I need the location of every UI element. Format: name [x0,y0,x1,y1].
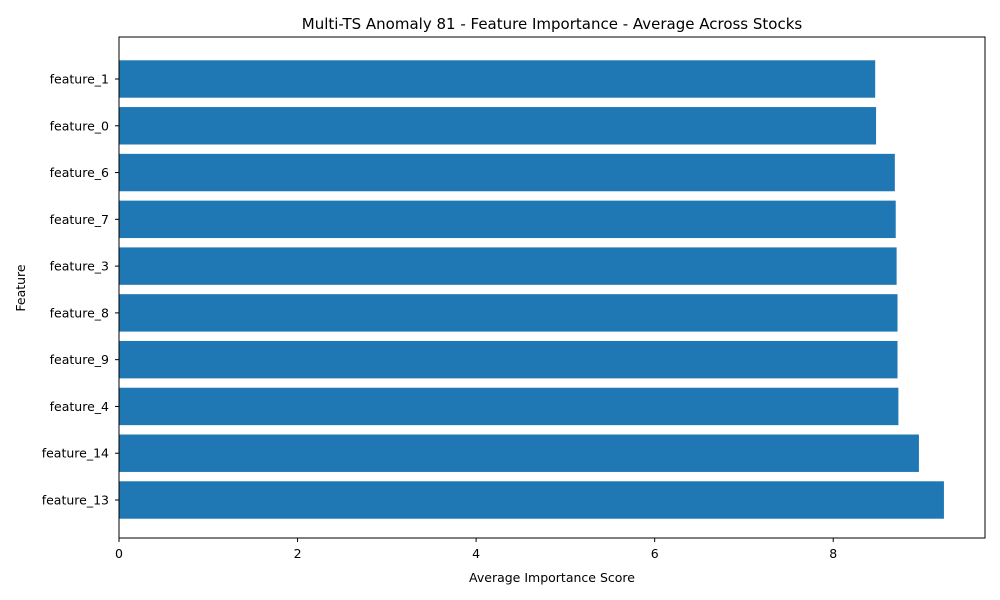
bar-feature-9 [119,340,898,379]
y-tick-label: feature_6 [50,165,109,180]
x-tick-label: 6 [651,546,659,561]
y-tick-label: feature_1 [50,72,109,87]
bar-feature-1 [119,60,876,98]
y-tick-label: feature_7 [50,212,109,227]
y-axis-label: Feature [13,264,28,312]
y-axis-ticks: feature_1 feature_0 feature_6 feature_7feat… [42,72,119,508]
bar-feature-8 [119,294,898,332]
y-tick-label: feature_4 [50,399,109,414]
y-tick-label: feature_13 [42,493,109,508]
x-tick-label: 4 [472,546,480,561]
y-tick-label: feature_0 [50,118,109,133]
bar-feature-4 [119,387,899,426]
plot-frame [118,36,986,539]
x-axis-ticks: 0 2 4 6 8 [115,538,837,561]
x-tick-label: 0 [115,546,123,561]
bar-feature-14 [119,434,919,472]
y-tick-label: feature_3 [50,259,109,274]
y-tick-label: feature_8 [50,305,109,320]
y-tick-label: feature_14 [42,446,109,461]
bar-feature-6 [119,153,895,192]
chart-title: Multi-TS Anomaly 81 - Feature Importance… [302,15,803,33]
x-tick-label: 8 [829,546,837,561]
y-tick-label: feature_9 [50,352,109,367]
x-tick-label: 2 [294,546,302,561]
bar-feature-7 [119,200,896,239]
x-axis-label: Average Importance Score [469,570,635,585]
bar-feature-13 [119,481,944,519]
bar-feature-3 [119,247,897,285]
bar-feature-0 [119,107,877,145]
bars-layer [119,60,944,519]
